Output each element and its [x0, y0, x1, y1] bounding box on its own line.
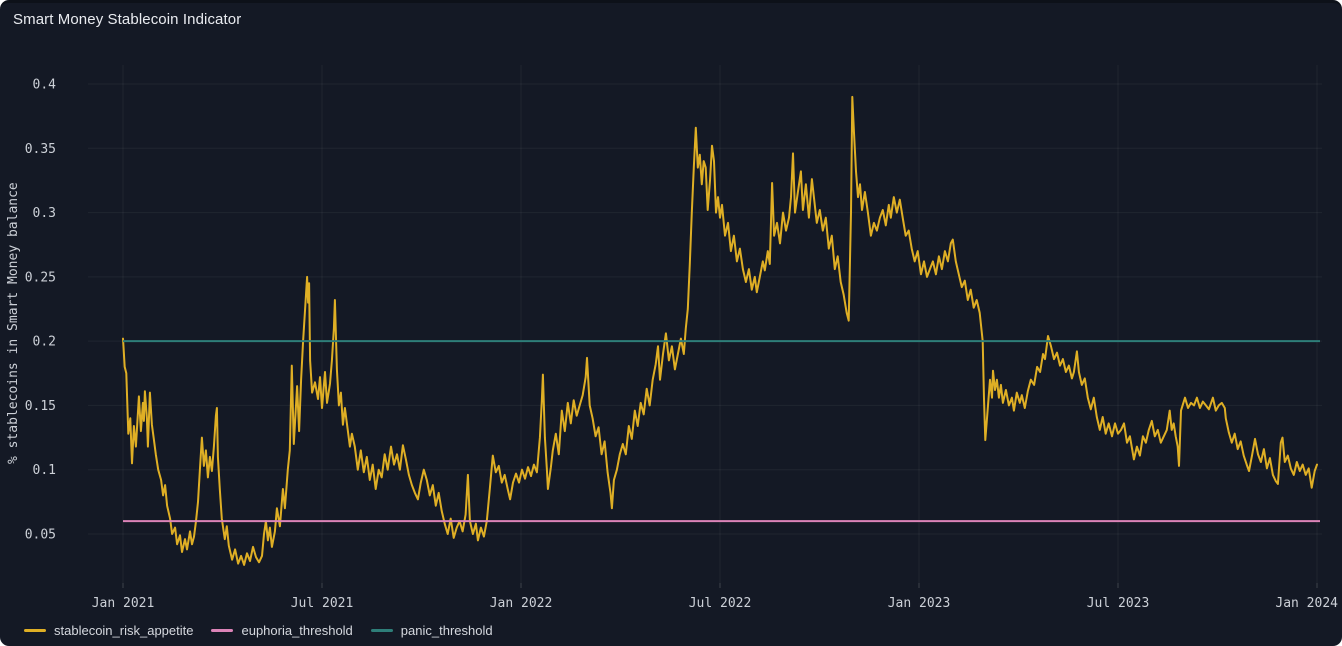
panel-title: Smart Money Stablecoin Indicator — [13, 11, 242, 28]
y-tick-label: 0.1 — [33, 463, 56, 478]
x-tick-label: Jan 2024 — [1275, 596, 1338, 611]
legend-item-panic_threshold[interactable]: panic_threshold — [370, 623, 493, 638]
legend-swatch-icon — [370, 629, 393, 632]
legend-label: panic_threshold — [400, 623, 493, 638]
x-gridlines: Jan 2021 Jul 2021 Jan 2022 Jul 2022 Jan 2023… — [92, 65, 1338, 611]
y-tick-label: 0.05 — [25, 528, 56, 543]
y-tick-label: 0.15 — [25, 399, 56, 414]
x-tick-label: Jan 2021 — [92, 596, 155, 611]
legend-label: euphoria_threshold — [241, 623, 353, 638]
legend-swatch-icon — [211, 629, 234, 632]
chart-legend: stablecoin_risk_appetite euphoria_thresho… — [24, 623, 1332, 638]
y-tick-label: 0.25 — [25, 270, 56, 285]
x-tick-label: Jan 2022 — [490, 596, 553, 611]
legend-item-stablecoin_risk_appetite[interactable]: stablecoin_risk_appetite — [24, 623, 193, 638]
chart-plot-area[interactable]: 0.05 0.1 0.15 0.2 0.25 0.3 0.35 0.4 Jan 2021 Jul … — [0, 3, 1342, 646]
y-tick-label: 0.2 — [33, 335, 56, 350]
x-tick-label: Jan 2023 — [888, 596, 951, 611]
legend-item-euphoria_threshold[interactable]: euphoria_threshold — [211, 623, 353, 638]
y-tick-label: 0.3 — [33, 206, 56, 221]
x-tick-label: Jul 2021 — [291, 596, 354, 611]
y-tick-label: 0.4 — [33, 78, 57, 93]
legend-label: stablecoin_risk_appetite — [54, 623, 194, 638]
stablecoin_risk_appetite-line — [122, 95, 1318, 566]
x-tick-label: Jul 2023 — [1087, 596, 1150, 611]
x-tick-label: Jul 2022 — [689, 596, 752, 611]
y-tick-label: 0.35 — [25, 142, 56, 157]
legend-swatch-icon — [24, 629, 46, 632]
